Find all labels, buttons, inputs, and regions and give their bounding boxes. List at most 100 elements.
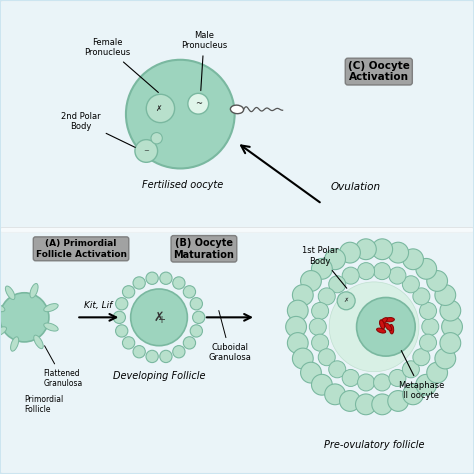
Text: Metaphase
II oocyte: Metaphase II oocyte [398,351,445,401]
Text: Male
Pronucleus: Male Pronucleus [181,31,227,91]
Circle shape [135,140,157,162]
Ellipse shape [0,327,7,336]
Circle shape [427,271,447,292]
Ellipse shape [385,318,394,322]
Circle shape [113,311,126,323]
Text: Primordial
Follicle: Primordial Follicle [24,395,64,414]
Circle shape [301,362,321,383]
Circle shape [122,286,135,298]
Circle shape [126,60,235,168]
Circle shape [440,300,461,321]
Text: ~: ~ [143,148,149,154]
Circle shape [311,258,332,279]
Ellipse shape [377,328,386,333]
Circle shape [146,94,174,123]
Ellipse shape [10,337,18,351]
Circle shape [301,271,321,292]
Circle shape [416,374,437,395]
Circle shape [311,334,328,351]
Circle shape [146,350,158,363]
Circle shape [188,93,209,114]
Text: ✗: ✗ [154,311,164,324]
Circle shape [131,289,187,346]
Circle shape [435,285,456,305]
Circle shape [183,286,196,298]
Ellipse shape [230,105,244,114]
Circle shape [342,369,359,386]
Circle shape [357,263,374,280]
Circle shape [160,350,172,363]
Circle shape [419,302,437,319]
Ellipse shape [44,323,58,331]
Circle shape [310,318,326,335]
Circle shape [374,263,391,280]
FancyBboxPatch shape [0,0,474,232]
Circle shape [356,394,376,415]
Text: 1st Polar
Body: 1st Polar Body [302,246,347,288]
Circle shape [339,242,360,263]
Ellipse shape [30,283,38,298]
Circle shape [160,272,172,284]
Circle shape [329,276,346,293]
Text: Fertilised oocyte: Fertilised oocyte [142,180,223,190]
Circle shape [389,369,406,386]
Ellipse shape [34,335,43,349]
Ellipse shape [377,322,387,327]
Ellipse shape [44,304,58,312]
Circle shape [422,318,439,335]
Circle shape [311,302,328,319]
Circle shape [116,325,128,337]
Text: Ovulation: Ovulation [330,182,380,192]
Circle shape [388,242,409,263]
Circle shape [416,258,437,279]
Text: Developing Follicle: Developing Follicle [113,372,205,382]
Circle shape [442,317,463,337]
Circle shape [389,267,406,284]
Circle shape [435,348,456,369]
Circle shape [388,391,409,411]
Circle shape [402,276,419,293]
Circle shape [318,288,335,305]
Text: Kit, Lif: Kit, Lif [84,301,113,310]
Ellipse shape [380,317,387,325]
Circle shape [325,249,346,270]
Circle shape [339,391,360,411]
Circle shape [286,317,307,337]
Circle shape [402,249,423,270]
Circle shape [133,277,146,289]
Circle shape [356,298,415,356]
Circle shape [402,384,423,405]
Circle shape [372,239,392,260]
Circle shape [287,300,308,321]
Circle shape [342,267,359,284]
Text: Female
Pronucleus: Female Pronucleus [84,38,158,92]
Circle shape [413,288,430,305]
Circle shape [311,374,332,395]
Circle shape [374,374,391,391]
Circle shape [287,333,308,354]
Circle shape [402,361,419,378]
Text: Pre-ovulatory follicle: Pre-ovulatory follicle [324,440,424,450]
Circle shape [356,239,376,260]
Text: Cuboidal
Granulosa: Cuboidal Granulosa [209,310,251,363]
Circle shape [173,277,185,289]
Circle shape [292,348,313,369]
Circle shape [329,361,346,378]
Text: (A) Primordial
Follicle Activation: (A) Primordial Follicle Activation [36,239,127,258]
Circle shape [413,349,430,366]
FancyBboxPatch shape [0,228,474,474]
Circle shape [357,374,374,391]
Text: (B) Oocyte
Maturation: (B) Oocyte Maturation [173,238,234,260]
Circle shape [372,394,392,415]
Text: +: + [157,315,165,325]
Circle shape [122,337,135,349]
Circle shape [190,325,202,337]
Text: Flattened
Granulosa: Flattened Granulosa [43,346,82,389]
Text: ~: ~ [195,99,202,108]
Ellipse shape [5,286,15,300]
Circle shape [329,282,419,372]
Circle shape [146,272,158,284]
Ellipse shape [384,324,392,330]
Circle shape [190,298,202,310]
Ellipse shape [387,327,396,331]
